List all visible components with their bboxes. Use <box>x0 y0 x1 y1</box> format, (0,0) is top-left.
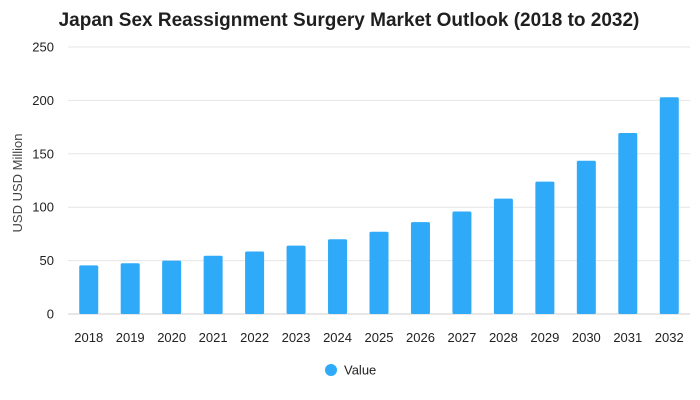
bar-2032 <box>659 97 679 314</box>
bar-2019 <box>120 263 140 314</box>
y-tick-label: 0 <box>47 307 54 322</box>
legend: Value <box>325 363 376 378</box>
x-tick-label: 2031 <box>613 330 642 345</box>
bar-2021 <box>203 255 223 314</box>
y-tick-label: 200 <box>32 93 54 108</box>
chart-title: Japan Sex Reassignment Surgery Market Ou… <box>59 10 640 31</box>
x-tick-label: 2025 <box>365 330 394 345</box>
x-tick-label: 2020 <box>157 330 186 345</box>
x-tick-label: 2026 <box>406 330 435 345</box>
bar-2026 <box>410 222 430 314</box>
x-tick-label: 2021 <box>199 330 228 345</box>
bar-2020 <box>162 260 182 314</box>
x-tick-label: 2027 <box>447 330 476 345</box>
x-tick-label: 2030 <box>572 330 601 345</box>
x-tick-label: 2032 <box>655 330 684 345</box>
bars <box>79 97 679 314</box>
y-tick-label: 50 <box>40 253 54 268</box>
x-tick-label: 2028 <box>489 330 518 345</box>
bar-2023 <box>286 245 306 314</box>
bar-2031 <box>618 132 638 314</box>
y-tick-label: 100 <box>32 200 54 215</box>
y-tick-label: 250 <box>32 40 54 55</box>
x-tick-label: 2022 <box>240 330 269 345</box>
x-tick-label: 2019 <box>116 330 145 345</box>
bar-2030 <box>576 160 596 314</box>
bar-2028 <box>493 198 513 314</box>
bar-2029 <box>535 181 555 314</box>
x-tick-label: 2023 <box>282 330 311 345</box>
bar-2018 <box>79 265 99 314</box>
bar-2027 <box>452 211 472 314</box>
bar-2025 <box>369 231 389 314</box>
x-tick-label: 2024 <box>323 330 352 345</box>
legend-label-value: Value <box>344 363 376 378</box>
bar-2022 <box>245 251 265 314</box>
y-axis-title: USD USD Million <box>10 134 25 233</box>
bar-2024 <box>328 239 348 314</box>
y-tick-label: 150 <box>32 146 54 161</box>
x-tick-label: 2029 <box>530 330 559 345</box>
legend-swatch-value <box>325 364 337 376</box>
y-axis-ticks: 0 50 100 150 200 250 <box>32 40 54 322</box>
x-axis-ticks: 2018 2019 2020 2021 2022 2023 2024 2025 2026 2027… <box>74 330 683 345</box>
x-tick-label: 2018 <box>74 330 103 345</box>
